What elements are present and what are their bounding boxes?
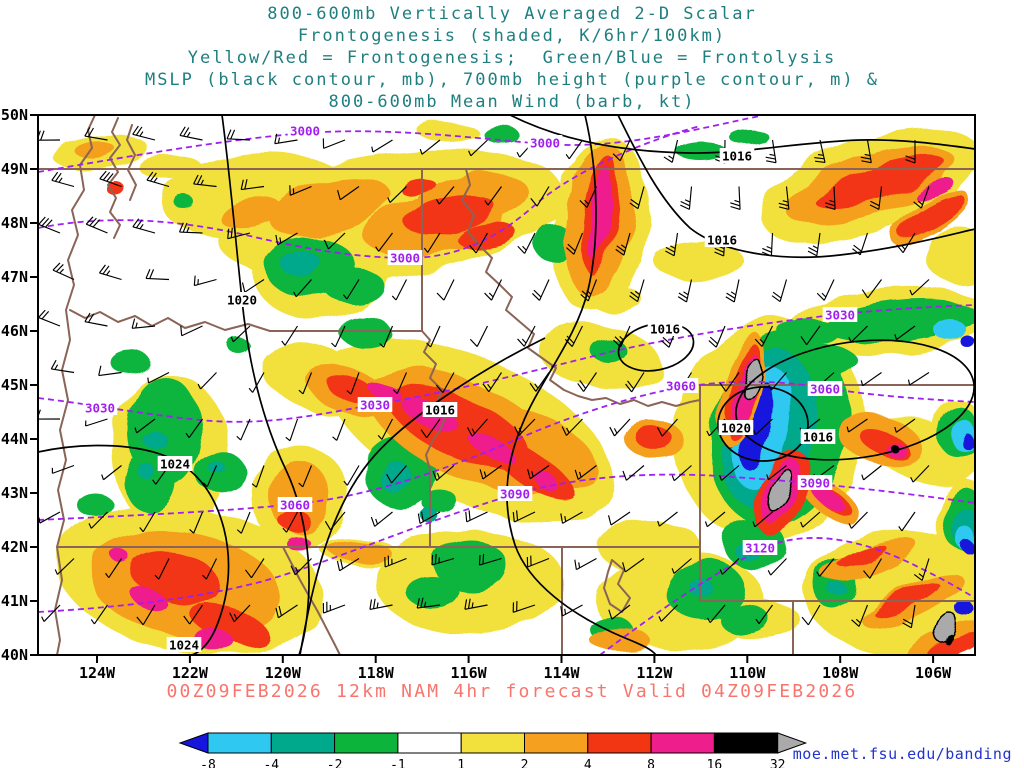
svg-text:3030: 3030: [360, 398, 390, 413]
svg-text:1016: 1016: [722, 149, 752, 164]
svg-text:118W: 118W: [358, 664, 395, 682]
svg-text:42N: 42N: [1, 538, 28, 556]
run-valid-caption: 00Z09FEB2026 12km NAM 4hr forecast Valid…: [166, 681, 858, 702]
svg-text:47N: 47N: [1, 268, 28, 286]
title-line-2: Frontogenesis (shaded, K/6hr/100km): [297, 26, 727, 46]
svg-text:3060: 3060: [280, 498, 310, 513]
svg-text:1: 1: [457, 758, 465, 768]
figure-title: 800-600mb Vertically Averaged 2-D Scalar…: [0, 3, 1024, 113]
site-credit-url: moe.met.fsu.edu/banding: [792, 745, 1012, 763]
svg-text:40N: 40N: [1, 646, 28, 664]
title-line-1: 800-600mb Vertically Averaged 2-D Scalar: [267, 4, 757, 24]
svg-text:3000: 3000: [390, 251, 420, 266]
svg-text:16: 16: [707, 758, 723, 768]
svg-text:112W: 112W: [636, 664, 673, 682]
svg-text:116W: 116W: [451, 664, 488, 682]
svg-text:3090: 3090: [500, 487, 530, 502]
svg-text:4: 4: [584, 758, 592, 768]
mslp-contours: [38, 115, 975, 655]
svg-text:1020: 1020: [227, 293, 257, 308]
svg-text:1016: 1016: [707, 233, 737, 248]
svg-text:3060: 3060: [666, 379, 696, 394]
svg-text:-1: -1: [390, 758, 406, 768]
svg-text:32: 32: [770, 758, 786, 768]
title-line-5: 800-600mb Mean Wind (barb, kt): [328, 92, 696, 112]
title-line-3: Yellow/Red = Frontogenesis; Green/Blue =…: [187, 48, 837, 68]
svg-text:2: 2: [521, 758, 529, 768]
colorbar: -8 -4 -2 -1 1 2 4 8 16 32: [178, 732, 808, 768]
svg-text:3120: 3120: [745, 541, 775, 556]
state-borders: [38, 115, 975, 655]
svg-text:49N: 49N: [1, 160, 28, 178]
contour-labels: 3000 3000 3000 3030 3030 3030 3060 3060 3060 3090…: [82, 123, 858, 653]
svg-text:1024: 1024: [160, 457, 190, 472]
svg-text:3000: 3000: [530, 136, 560, 151]
svg-text:114W: 114W: [543, 664, 580, 682]
svg-text:1020: 1020: [721, 421, 751, 436]
svg-text:1016: 1016: [650, 322, 680, 337]
svg-text:48N: 48N: [1, 214, 28, 232]
svg-text:124W: 124W: [79, 664, 116, 682]
svg-text:45N: 45N: [1, 376, 28, 394]
svg-text:46N: 46N: [1, 322, 28, 340]
svg-text:1016: 1016: [803, 430, 833, 445]
svg-text:-8: -8: [200, 758, 216, 768]
svg-text:44N: 44N: [1, 430, 28, 448]
svg-text:43N: 43N: [1, 484, 28, 502]
svg-text:3000: 3000: [290, 124, 320, 139]
title-line-4: MSLP (black contour, mb), 700mb height (…: [144, 70, 880, 90]
svg-text:3030: 3030: [85, 401, 115, 416]
svg-text:8: 8: [647, 758, 655, 768]
svg-text:106W: 106W: [915, 664, 952, 682]
svg-text:-2: -2: [327, 758, 343, 768]
map-frame: [30, 114, 976, 663]
svg-text:-4: -4: [263, 758, 279, 768]
frontogenesis-shading: [52, 122, 975, 655]
svg-text:3090: 3090: [800, 476, 830, 491]
svg-text:108W: 108W: [822, 664, 859, 682]
wind-barbs: [38, 125, 930, 629]
svg-text:1016: 1016: [425, 403, 455, 418]
svg-text:3030: 3030: [825, 308, 855, 323]
svg-text:120W: 120W: [265, 664, 302, 682]
svg-text:50N: 50N: [1, 106, 28, 124]
lon-axis-labels: 124W 122W 120W 118W 116W 114W 112W 110W 108W 106W: [79, 664, 952, 682]
svg-text:1024: 1024: [169, 638, 199, 653]
svg-text:110W: 110W: [729, 664, 766, 682]
lat-axis-labels: 50N 49N 48N 47N 46N 45N 44N 43N 42N 41N 40N: [1, 106, 28, 664]
svg-text:122W: 122W: [172, 664, 209, 682]
svg-text:41N: 41N: [1, 592, 28, 610]
svg-text:3060: 3060: [810, 382, 840, 397]
